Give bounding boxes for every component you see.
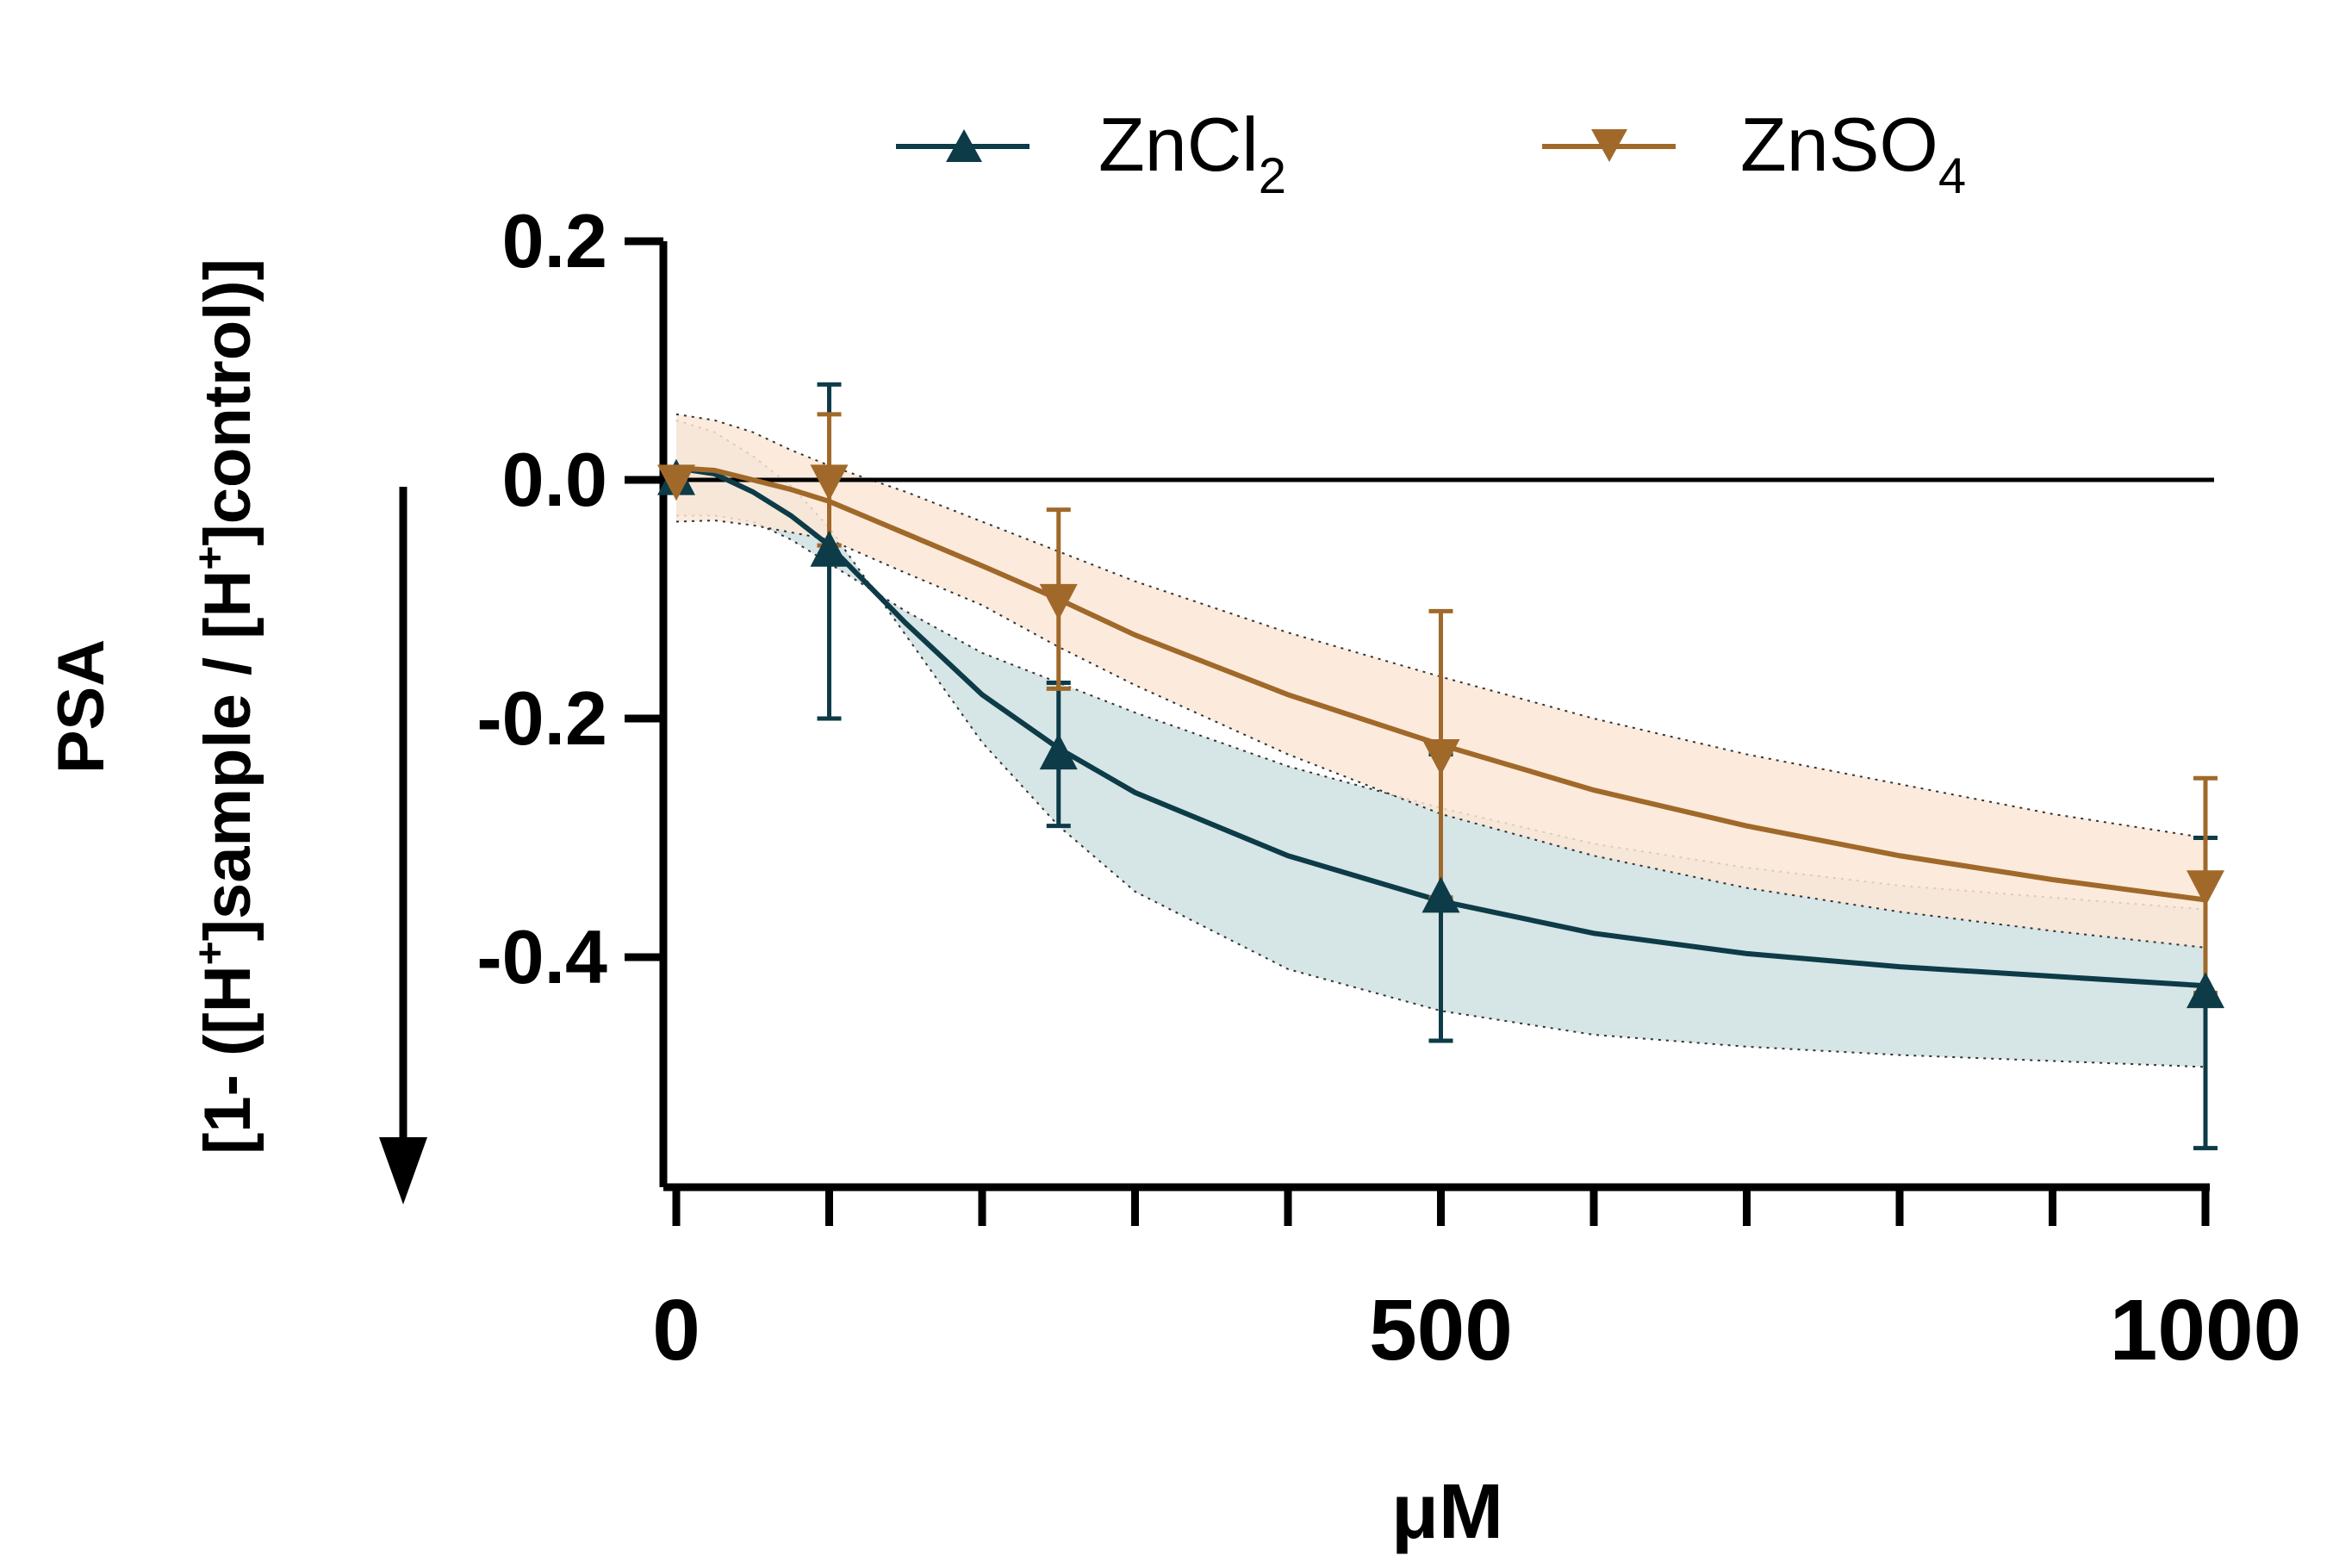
data-point-0 <box>2187 972 2224 1009</box>
x-tick-label: 1000 <box>2110 1282 2301 1378</box>
y-axis-title-line1: PSA <box>45 639 118 774</box>
x-tick-label: 0 <box>652 1282 700 1378</box>
svg-text:ZnSO4: ZnSO4 <box>1740 102 1966 204</box>
band-edge-1-fit_lo <box>675 413 2206 839</box>
fit-curve-0 <box>675 465 2206 989</box>
y-tick-label: -0.2 <box>476 675 607 761</box>
y-axis-title: PSA [1- ([H+]sample / [H+]control)] <box>45 258 264 1154</box>
legend-label-znso4: ZnSO <box>1740 102 1938 187</box>
data-point-1 <box>1421 738 1460 775</box>
x-tick-label: 500 <box>1369 1282 1513 1378</box>
axes <box>625 237 2210 1226</box>
data-point-0 <box>1039 733 1078 770</box>
y-tick-label: -0.4 <box>476 914 607 999</box>
svg-text:ZnCl2: ZnCl2 <box>1098 102 1286 204</box>
legend: ZnCl2 ZnSO4 <box>896 102 1966 204</box>
x-axis-title: μM <box>1391 1469 1503 1555</box>
data-markers <box>657 458 2224 1009</box>
confidence-band-0 <box>676 420 2205 1067</box>
legend-item-zncl2: ZnCl2 <box>896 102 1286 204</box>
down-arrow-icon <box>379 487 427 1204</box>
legend-label-zncl2: ZnCl <box>1098 102 1259 187</box>
y-axis-title-line2: [1- ([H+]sample / [H+]control)] <box>188 258 264 1154</box>
triangle-up-icon <box>946 129 982 162</box>
data-point-0 <box>1421 876 1460 913</box>
y-tick-label: 0.0 <box>502 437 607 522</box>
fit-curve-1 <box>675 465 2206 903</box>
legend-item-znso4: ZnSO4 <box>1542 102 1966 204</box>
data-point-0 <box>810 530 849 567</box>
data-point-1 <box>657 464 695 501</box>
band-edge-1-fit_hi <box>675 520 2206 949</box>
triangle-down-icon <box>1591 129 1627 162</box>
data-point-1 <box>1039 583 1078 620</box>
data-point-1 <box>2187 870 2224 907</box>
fit-curves <box>675 465 2206 989</box>
y-tick-label: 0.2 <box>502 198 607 283</box>
tick-labels: 0.2 0.0 -0.2 -0.4 0 500 1000 <box>476 198 2301 1378</box>
data-point-1 <box>810 464 849 501</box>
